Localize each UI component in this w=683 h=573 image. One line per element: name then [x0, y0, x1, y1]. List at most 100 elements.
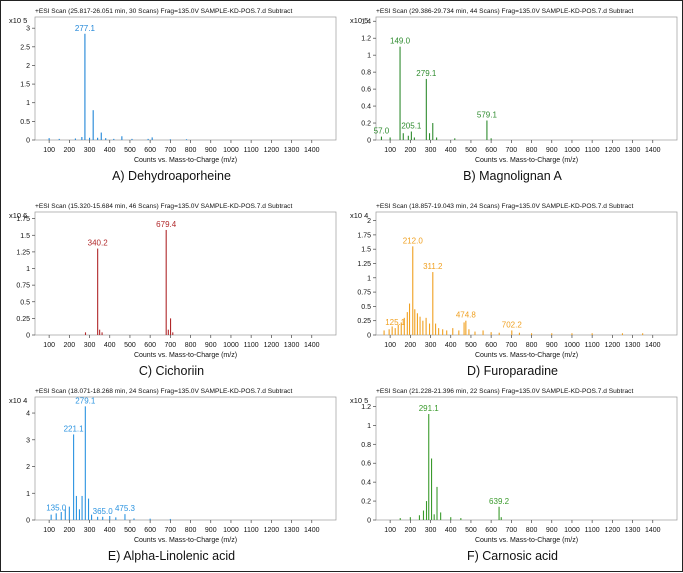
- x-tick-label: 500: [124, 147, 136, 154]
- scan-header: +ESI Scan (18.857-19.043 min, 24 Scans) …: [376, 203, 633, 210]
- y-tick-label: 0.8: [361, 70, 371, 77]
- x-tick-label: 400: [104, 147, 116, 154]
- peak-label: 279.1: [75, 396, 96, 405]
- x-tick-label: 1200: [605, 147, 621, 154]
- y-tick-label: 0.75: [357, 290, 371, 297]
- x-axis-label: Counts vs. Mass-to-Charge (m/z): [475, 352, 578, 359]
- x-tick-label: 800: [185, 527, 197, 534]
- spectrum-panel-b: +ESI Scan (29.386-29.734 min, 44 Scans) …: [342, 3, 683, 193]
- y-tick-label: 1: [26, 100, 30, 107]
- y-tick-label: 1.75: [16, 216, 30, 223]
- x-tick-label: 1400: [645, 147, 661, 154]
- peak-label: 57.0: [374, 127, 390, 136]
- y-tick-label: 2.5: [20, 44, 30, 51]
- y-exponent-label: x10 6: [9, 211, 27, 220]
- spectrum-chart-c: +ESI Scan (15.320-15.684 min, 46 Scans) …: [9, 203, 337, 359]
- x-tick-label: 1400: [645, 342, 661, 349]
- peak-label: 340.2: [88, 239, 109, 248]
- y-tick-label: 0: [367, 333, 371, 340]
- y-tick-label: 0: [26, 333, 30, 340]
- x-tick-label: 600: [485, 147, 497, 154]
- x-tick-label: 1300: [625, 342, 641, 349]
- y-tick-label: 1.5: [20, 82, 30, 89]
- peak-label: 702.2: [502, 320, 523, 329]
- y-tick-label: 1.25: [357, 261, 371, 268]
- x-axis-label: Counts vs. Mass-to-Charge (m/z): [475, 157, 578, 164]
- y-tick-label: 0.2: [361, 499, 371, 506]
- y-tick-label: 0.75: [16, 283, 30, 290]
- x-tick-label: 900: [205, 342, 217, 349]
- spectrum-panel-f: +ESI Scan (21.228-21.396 min, 22 Scans) …: [342, 383, 683, 573]
- x-tick-label: 700: [165, 147, 177, 154]
- plot-area: [375, 396, 678, 521]
- x-tick-label: 300: [84, 147, 96, 154]
- spectrum-chart-b: +ESI Scan (29.386-29.734 min, 44 Scans) …: [350, 8, 678, 164]
- plot-area: [34, 396, 337, 521]
- x-tick-label: 400: [104, 342, 116, 349]
- x-tick-label: 600: [144, 147, 156, 154]
- x-tick-label: 300: [425, 147, 437, 154]
- x-tick-label: 100: [43, 147, 55, 154]
- peak-label: 205.1: [401, 122, 422, 131]
- panel-caption-d: D) Furoparadine: [466, 364, 558, 378]
- x-tick-label: 900: [205, 147, 217, 154]
- y-tick-label: 0: [26, 138, 30, 145]
- peak-label: 579.1: [477, 110, 498, 119]
- peak-label: 212.0: [403, 236, 424, 245]
- y-tick-label: 1: [367, 53, 371, 60]
- x-tick-label: 100: [384, 147, 396, 154]
- spectrum-chart-f: +ESI Scan (21.228-21.396 min, 22 Scans) …: [350, 388, 678, 544]
- y-tick-label: 0: [367, 518, 371, 525]
- peak-label: 365.0: [93, 507, 114, 516]
- x-tick-label: 100: [384, 342, 396, 349]
- x-tick-label: 300: [84, 342, 96, 349]
- peak-label: 125.1: [385, 318, 406, 327]
- x-tick-label: 700: [165, 527, 177, 534]
- x-tick-label: 1400: [645, 527, 661, 534]
- x-tick-label: 1000: [564, 342, 580, 349]
- y-tick-label: 0.25: [16, 316, 30, 323]
- x-tick-label: 1200: [605, 527, 621, 534]
- x-tick-label: 200: [63, 527, 75, 534]
- x-tick-label: 1200: [264, 147, 280, 154]
- x-tick-label: 1000: [564, 527, 580, 534]
- x-tick-label: 100: [43, 527, 55, 534]
- x-tick-label: 900: [546, 342, 558, 349]
- y-tick-label: 0.25: [357, 318, 371, 325]
- x-tick-label: 600: [144, 342, 156, 349]
- x-tick-label: 1200: [264, 527, 280, 534]
- spectrum-chart-a: +ESI Scan (25.817-26.051 min, 30 Scans) …: [9, 8, 337, 164]
- y-tick-label: 1: [367, 275, 371, 282]
- y-tick-label: 1: [26, 266, 30, 273]
- x-tick-label: 300: [425, 342, 437, 349]
- x-tick-label: 200: [63, 342, 75, 349]
- y-tick-label: 4: [26, 411, 30, 418]
- x-tick-label: 700: [506, 342, 518, 349]
- plot-area: [34, 211, 337, 336]
- y-tick-label: 0: [26, 518, 30, 525]
- x-tick-label: 600: [485, 527, 497, 534]
- y-tick-label: 0.5: [20, 299, 30, 306]
- peak-label: 291.1: [419, 404, 440, 413]
- y-tick-label: 1.75: [357, 232, 371, 239]
- x-tick-label: 800: [185, 342, 197, 349]
- y-tick-label: 0.6: [361, 87, 371, 94]
- x-tick-label: 900: [546, 147, 558, 154]
- x-tick-label: 400: [445, 147, 457, 154]
- spectrum-panel-d: +ESI Scan (18.857-19.043 min, 24 Scans) …: [342, 198, 683, 388]
- y-exponent-label: x10 4: [350, 211, 368, 220]
- y-tick-label: 3: [26, 26, 30, 33]
- x-tick-label: 400: [445, 527, 457, 534]
- panel-caption-c: C) Cichoriin: [138, 364, 205, 378]
- x-tick-label: 1000: [223, 342, 239, 349]
- y-tick-label: 0.4: [361, 104, 371, 111]
- x-tick-label: 1400: [304, 527, 320, 534]
- x-tick-label: 1100: [585, 527, 600, 534]
- y-tick-label: 1.25: [16, 249, 30, 256]
- panel-caption-e: E) Alpha-Linolenic acid: [107, 549, 236, 563]
- x-tick-label: 1100: [244, 342, 259, 349]
- y-tick-label: 3: [26, 437, 30, 444]
- peak-label: 149.0: [390, 37, 411, 46]
- x-tick-label: 200: [404, 342, 416, 349]
